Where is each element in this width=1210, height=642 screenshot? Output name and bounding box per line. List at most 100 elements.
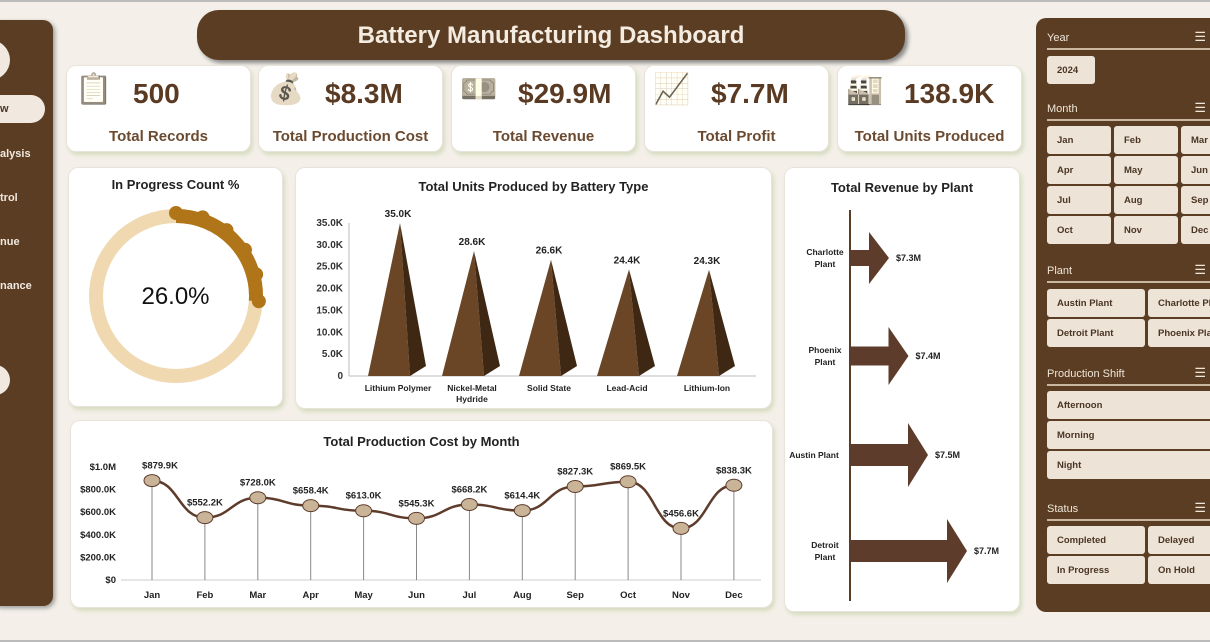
pyramid-bar-side bbox=[551, 259, 577, 376]
info-circle[interactable] bbox=[0, 365, 10, 395]
in-progress-card: In Progress Count % 26.0% bbox=[68, 167, 283, 407]
filter-option-plant[interactable]: Charlotte Pl bbox=[1148, 289, 1210, 317]
kpi-value: 138.9K bbox=[904, 78, 995, 109]
kpi-card: 💰 $8.3M Total Production Cost bbox=[258, 65, 443, 152]
filter-title: Status bbox=[1047, 503, 1079, 515]
multi-select-icon[interactable]: ☰ bbox=[1194, 500, 1206, 515]
filter-option-month[interactable]: Feb bbox=[1114, 126, 1178, 154]
data-label: 26.6K bbox=[536, 246, 563, 257]
filter-option-month[interactable]: Mar bbox=[1181, 126, 1210, 154]
filter-option-status[interactable]: On Hold bbox=[1148, 556, 1210, 584]
filter-header-year: Year ☰ bbox=[1047, 29, 1210, 50]
filter-option-month[interactable]: Nov bbox=[1114, 216, 1178, 244]
pyramid-bar-side bbox=[474, 250, 500, 376]
kpi-label: Total Profit bbox=[697, 128, 776, 145]
filter-option-status[interactable]: Delayed bbox=[1148, 526, 1210, 554]
coin-marker bbox=[355, 504, 373, 518]
data-label: 35.0K bbox=[385, 209, 412, 220]
pyramid-bar bbox=[368, 223, 410, 376]
chart-title: In Progress Count % bbox=[111, 177, 240, 192]
filter-option-month[interactable]: Sep bbox=[1181, 186, 1210, 214]
donut-segment-in-progress bbox=[175, 209, 263, 302]
x-tick-label: Nov bbox=[672, 590, 691, 601]
filter-option-shift[interactable]: Night bbox=[1047, 451, 1210, 479]
chart-title: Total Revenue by Plant bbox=[830, 180, 974, 195]
donut-bead bbox=[249, 267, 264, 282]
data-label: $7.5M bbox=[935, 450, 960, 460]
x-tick-label: Lead-Acid bbox=[606, 383, 647, 393]
nav-analysis[interactable]: alysis bbox=[0, 148, 31, 160]
filter-option-month[interactable]: Aug bbox=[1114, 186, 1178, 214]
cost-line bbox=[151, 479, 735, 530]
y-tick-label: 5.0K bbox=[322, 349, 344, 360]
arrow-bar bbox=[850, 519, 967, 583]
arrow-bar bbox=[850, 423, 928, 487]
pyramid-bar-side bbox=[400, 223, 426, 376]
pyramid-bar bbox=[597, 269, 639, 376]
data-label: $869.5K bbox=[610, 462, 646, 473]
multi-select-icon[interactable]: ☰ bbox=[1194, 262, 1206, 277]
filter-header-status: Status ☰ bbox=[1047, 500, 1210, 521]
filter-option-month[interactable]: Jul bbox=[1047, 186, 1111, 214]
filter-option-month[interactable]: Jan bbox=[1047, 126, 1111, 154]
kpi-card: 💵 $29.9M Total Revenue bbox=[451, 65, 636, 152]
data-label: $658.4K bbox=[293, 486, 329, 497]
donut-center-value: 26.0% bbox=[141, 283, 210, 310]
coin-marker bbox=[143, 474, 161, 488]
x-tick-label: Lithium-Ion bbox=[684, 383, 730, 393]
x-tick-label: Dec bbox=[725, 590, 742, 601]
nav-control[interactable]: trol bbox=[0, 192, 18, 204]
data-label: $879.9K bbox=[142, 461, 178, 472]
nav-revenue[interactable]: nue bbox=[0, 236, 20, 248]
filter-header-plant: Plant ☰ bbox=[1047, 262, 1210, 283]
filter-option-shift[interactable]: Afternoon bbox=[1047, 391, 1210, 419]
y-tick-label: $0 bbox=[105, 575, 116, 586]
kpi-value: $29.9M bbox=[518, 78, 612, 109]
filter-option-status[interactable]: Completed bbox=[1047, 526, 1145, 554]
y-tick-label: 35.0K bbox=[316, 218, 343, 229]
filter-option-month[interactable]: Oct bbox=[1047, 216, 1111, 244]
data-label: $7.4M bbox=[916, 351, 941, 361]
coin-marker bbox=[249, 491, 267, 505]
filter-option-month[interactable]: Jun bbox=[1181, 156, 1210, 184]
growth-chart-icon: 📈 bbox=[653, 73, 691, 106]
navigation-sidebar: w alysis trol nue nance bbox=[0, 20, 53, 606]
filter-option-month[interactable]: May bbox=[1114, 156, 1178, 184]
kpi-card: 📋 500 Total Records bbox=[66, 65, 251, 152]
units-by-type-card: Total Units Produced by Battery Type 0 5.… bbox=[295, 167, 772, 409]
coin-marker bbox=[302, 499, 320, 513]
nav-overview-button[interactable]: w bbox=[0, 95, 45, 123]
multi-select-icon[interactable]: ☰ bbox=[1194, 100, 1206, 115]
filter-option-plant[interactable]: Detroit Plant bbox=[1047, 319, 1145, 347]
multi-select-icon[interactable]: ☰ bbox=[1194, 365, 1206, 380]
filter-option-month[interactable]: Apr bbox=[1047, 156, 1111, 184]
cash-coins-icon: 💵 bbox=[460, 73, 498, 106]
filter-option-month[interactable]: Dec bbox=[1181, 216, 1210, 244]
nav-maintenance[interactable]: nance bbox=[0, 280, 32, 292]
pyramid-bar-side bbox=[709, 269, 735, 376]
data-label: $838.3K bbox=[716, 465, 752, 476]
filter-title: Production Shift bbox=[1047, 368, 1125, 380]
arrow-bar bbox=[850, 327, 909, 385]
y-tick-label: $200.0K bbox=[80, 552, 116, 563]
filter-option-plant[interactable]: Austin Plant bbox=[1047, 289, 1145, 317]
arrow-bar-chart: $7.3M Charlotte Plant $7.4M Phoenix Plant $7.5… bbox=[789, 210, 999, 601]
donut-chart bbox=[89, 206, 266, 383]
donut-bead bbox=[251, 294, 266, 309]
x-tick-label: Jun bbox=[408, 590, 425, 601]
chart-title: Total Production Cost by Month bbox=[323, 434, 520, 449]
filter-option-status[interactable]: In Progress bbox=[1047, 556, 1145, 584]
filter-option-plant[interactable]: Phoenix Pla bbox=[1148, 319, 1210, 347]
x-tick-label: Jul bbox=[463, 590, 477, 601]
filter-option-shift[interactable]: Morning bbox=[1047, 421, 1210, 449]
x-tick-label: Solid State bbox=[527, 383, 571, 393]
kpi-value: $8.3M bbox=[325, 78, 403, 109]
money-bag-hand-icon: 💰 bbox=[267, 73, 305, 106]
coin-marker bbox=[196, 511, 214, 525]
filter-option-year[interactable]: 2024 bbox=[1047, 56, 1095, 84]
multi-select-icon[interactable]: ☰ bbox=[1194, 29, 1206, 44]
coin-marker bbox=[725, 478, 743, 492]
x-tick-label: Oct bbox=[620, 590, 637, 601]
logo-circle bbox=[0, 40, 10, 80]
data-label: $552.2K bbox=[187, 498, 223, 509]
